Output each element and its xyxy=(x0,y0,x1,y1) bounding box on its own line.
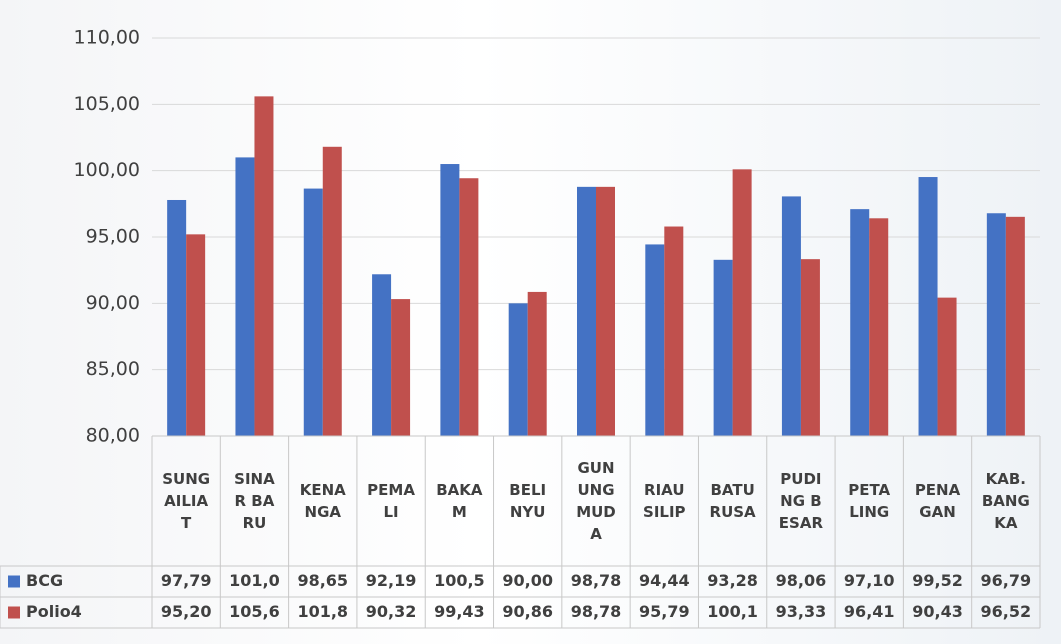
data-label: 99,43 xyxy=(434,602,485,621)
bar xyxy=(186,234,205,436)
category-label: PETALING xyxy=(841,438,897,564)
bar xyxy=(919,177,938,436)
data-label: 101,0 xyxy=(229,571,280,590)
legend-marker xyxy=(8,607,20,619)
bar xyxy=(869,218,888,436)
bar xyxy=(235,157,254,436)
bar xyxy=(372,274,391,436)
data-label: 97,79 xyxy=(161,571,212,590)
category-label: RIAU SILIP xyxy=(636,438,692,564)
category-label: SUNGAILIAT xyxy=(158,438,214,564)
data-label: 93,33 xyxy=(776,602,827,621)
data-label: 95,79 xyxy=(639,602,690,621)
data-label: 99,52 xyxy=(912,571,963,590)
bar xyxy=(664,227,683,436)
y-tick-label: 105,00 xyxy=(74,93,140,115)
bar xyxy=(323,147,342,436)
data-label: 98,78 xyxy=(571,602,622,621)
data-label: 90,86 xyxy=(502,602,553,621)
data-label: 97,10 xyxy=(844,571,895,590)
bar xyxy=(801,259,820,436)
legend-marker xyxy=(8,576,20,588)
bar xyxy=(528,292,547,436)
bar xyxy=(987,213,1006,436)
data-label: 96,41 xyxy=(844,602,895,621)
category-label: KAB. BANGKA xyxy=(978,438,1034,564)
category-label: KENANGA xyxy=(295,438,351,564)
category-label: SINAR BARU xyxy=(226,438,282,564)
data-label: 100,1 xyxy=(707,602,758,621)
bar xyxy=(645,244,664,436)
category-label: BATURUSA xyxy=(704,438,760,564)
chart: 80,00 85,00 90,00 95,00 100,00 105,00 110,00 BC… xyxy=(0,0,1061,644)
data-label: 90,43 xyxy=(912,602,963,621)
bar xyxy=(596,187,615,436)
data-label: 105,6 xyxy=(229,602,280,621)
y-tick-label: 95,00 xyxy=(86,226,140,248)
data-label: 90,00 xyxy=(502,571,553,590)
bar xyxy=(850,209,869,436)
data-label: 98,06 xyxy=(776,571,827,590)
bar xyxy=(254,96,273,436)
bar xyxy=(733,169,752,436)
bar xyxy=(459,178,478,436)
data-label: 92,19 xyxy=(366,571,417,590)
bar xyxy=(938,298,957,436)
category-label: GUNUNG MUDA xyxy=(568,438,624,564)
y-tick-label: 85,00 xyxy=(86,358,140,380)
data-label: 95,20 xyxy=(161,602,212,621)
data-label: 93,28 xyxy=(707,571,758,590)
category-label: BAKAM xyxy=(431,438,487,564)
category-label: PEMALI xyxy=(363,438,419,564)
data-label: 98,78 xyxy=(571,571,622,590)
bar xyxy=(167,200,186,436)
bar xyxy=(509,303,528,436)
category-label: BELINYU xyxy=(500,438,556,564)
bar xyxy=(1006,217,1025,436)
legend-label: Polio4 xyxy=(26,602,82,621)
y-tick-label: 110,00 xyxy=(74,27,140,49)
y-tick-label: 90,00 xyxy=(86,292,140,314)
data-label: 98,65 xyxy=(297,571,348,590)
legend-label: BCG xyxy=(26,571,63,590)
bar xyxy=(391,299,410,436)
data-label: 101,8 xyxy=(297,602,348,621)
data-label: 94,44 xyxy=(639,571,690,590)
y-tick-label: 100,00 xyxy=(74,159,140,181)
category-label: PENAGAN xyxy=(909,438,965,564)
bar xyxy=(577,187,596,436)
y-tick-label: 80,00 xyxy=(86,425,140,447)
bar xyxy=(714,260,733,436)
bar xyxy=(440,164,459,436)
data-label: 96,52 xyxy=(981,602,1032,621)
data-label: 96,79 xyxy=(981,571,1032,590)
bar xyxy=(304,189,323,436)
category-label: PUDING BESAR xyxy=(773,438,829,564)
data-label: 100,5 xyxy=(434,571,485,590)
bar xyxy=(782,196,801,436)
data-label: 90,32 xyxy=(366,602,417,621)
